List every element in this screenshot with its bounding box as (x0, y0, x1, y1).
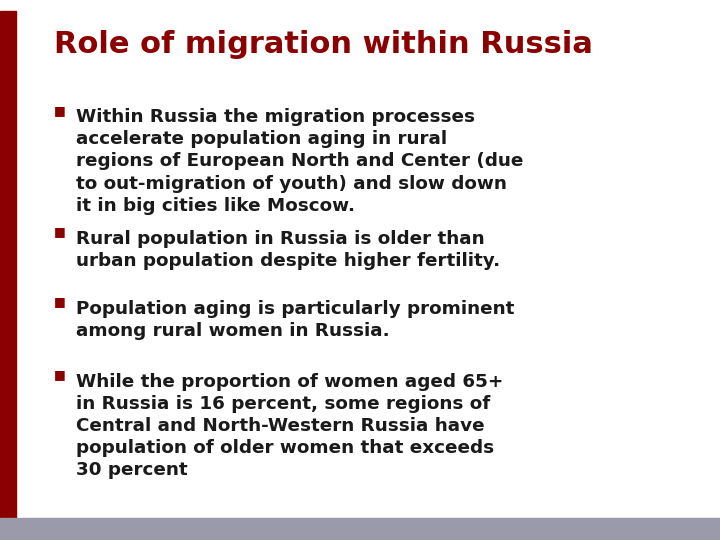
Text: Population aging is particularly prominent
among rural women in Russia.: Population aging is particularly promine… (76, 300, 514, 340)
Text: Rural population in Russia is older than
urban population despite higher fertili: Rural population in Russia is older than… (76, 230, 500, 269)
Text: ■: ■ (54, 225, 66, 238)
Text: While the proportion of women aged 65+
in Russia is 16 percent, some regions of
: While the proportion of women aged 65+ i… (76, 373, 503, 480)
Text: ■: ■ (54, 368, 66, 381)
Text: ■: ■ (54, 295, 66, 308)
Text: ■: ■ (54, 104, 66, 117)
Text: Within Russia the migration processes
accelerate population aging in rural
regio: Within Russia the migration processes ac… (76, 108, 523, 215)
Text: Role of migration within Russia: Role of migration within Russia (54, 30, 593, 59)
